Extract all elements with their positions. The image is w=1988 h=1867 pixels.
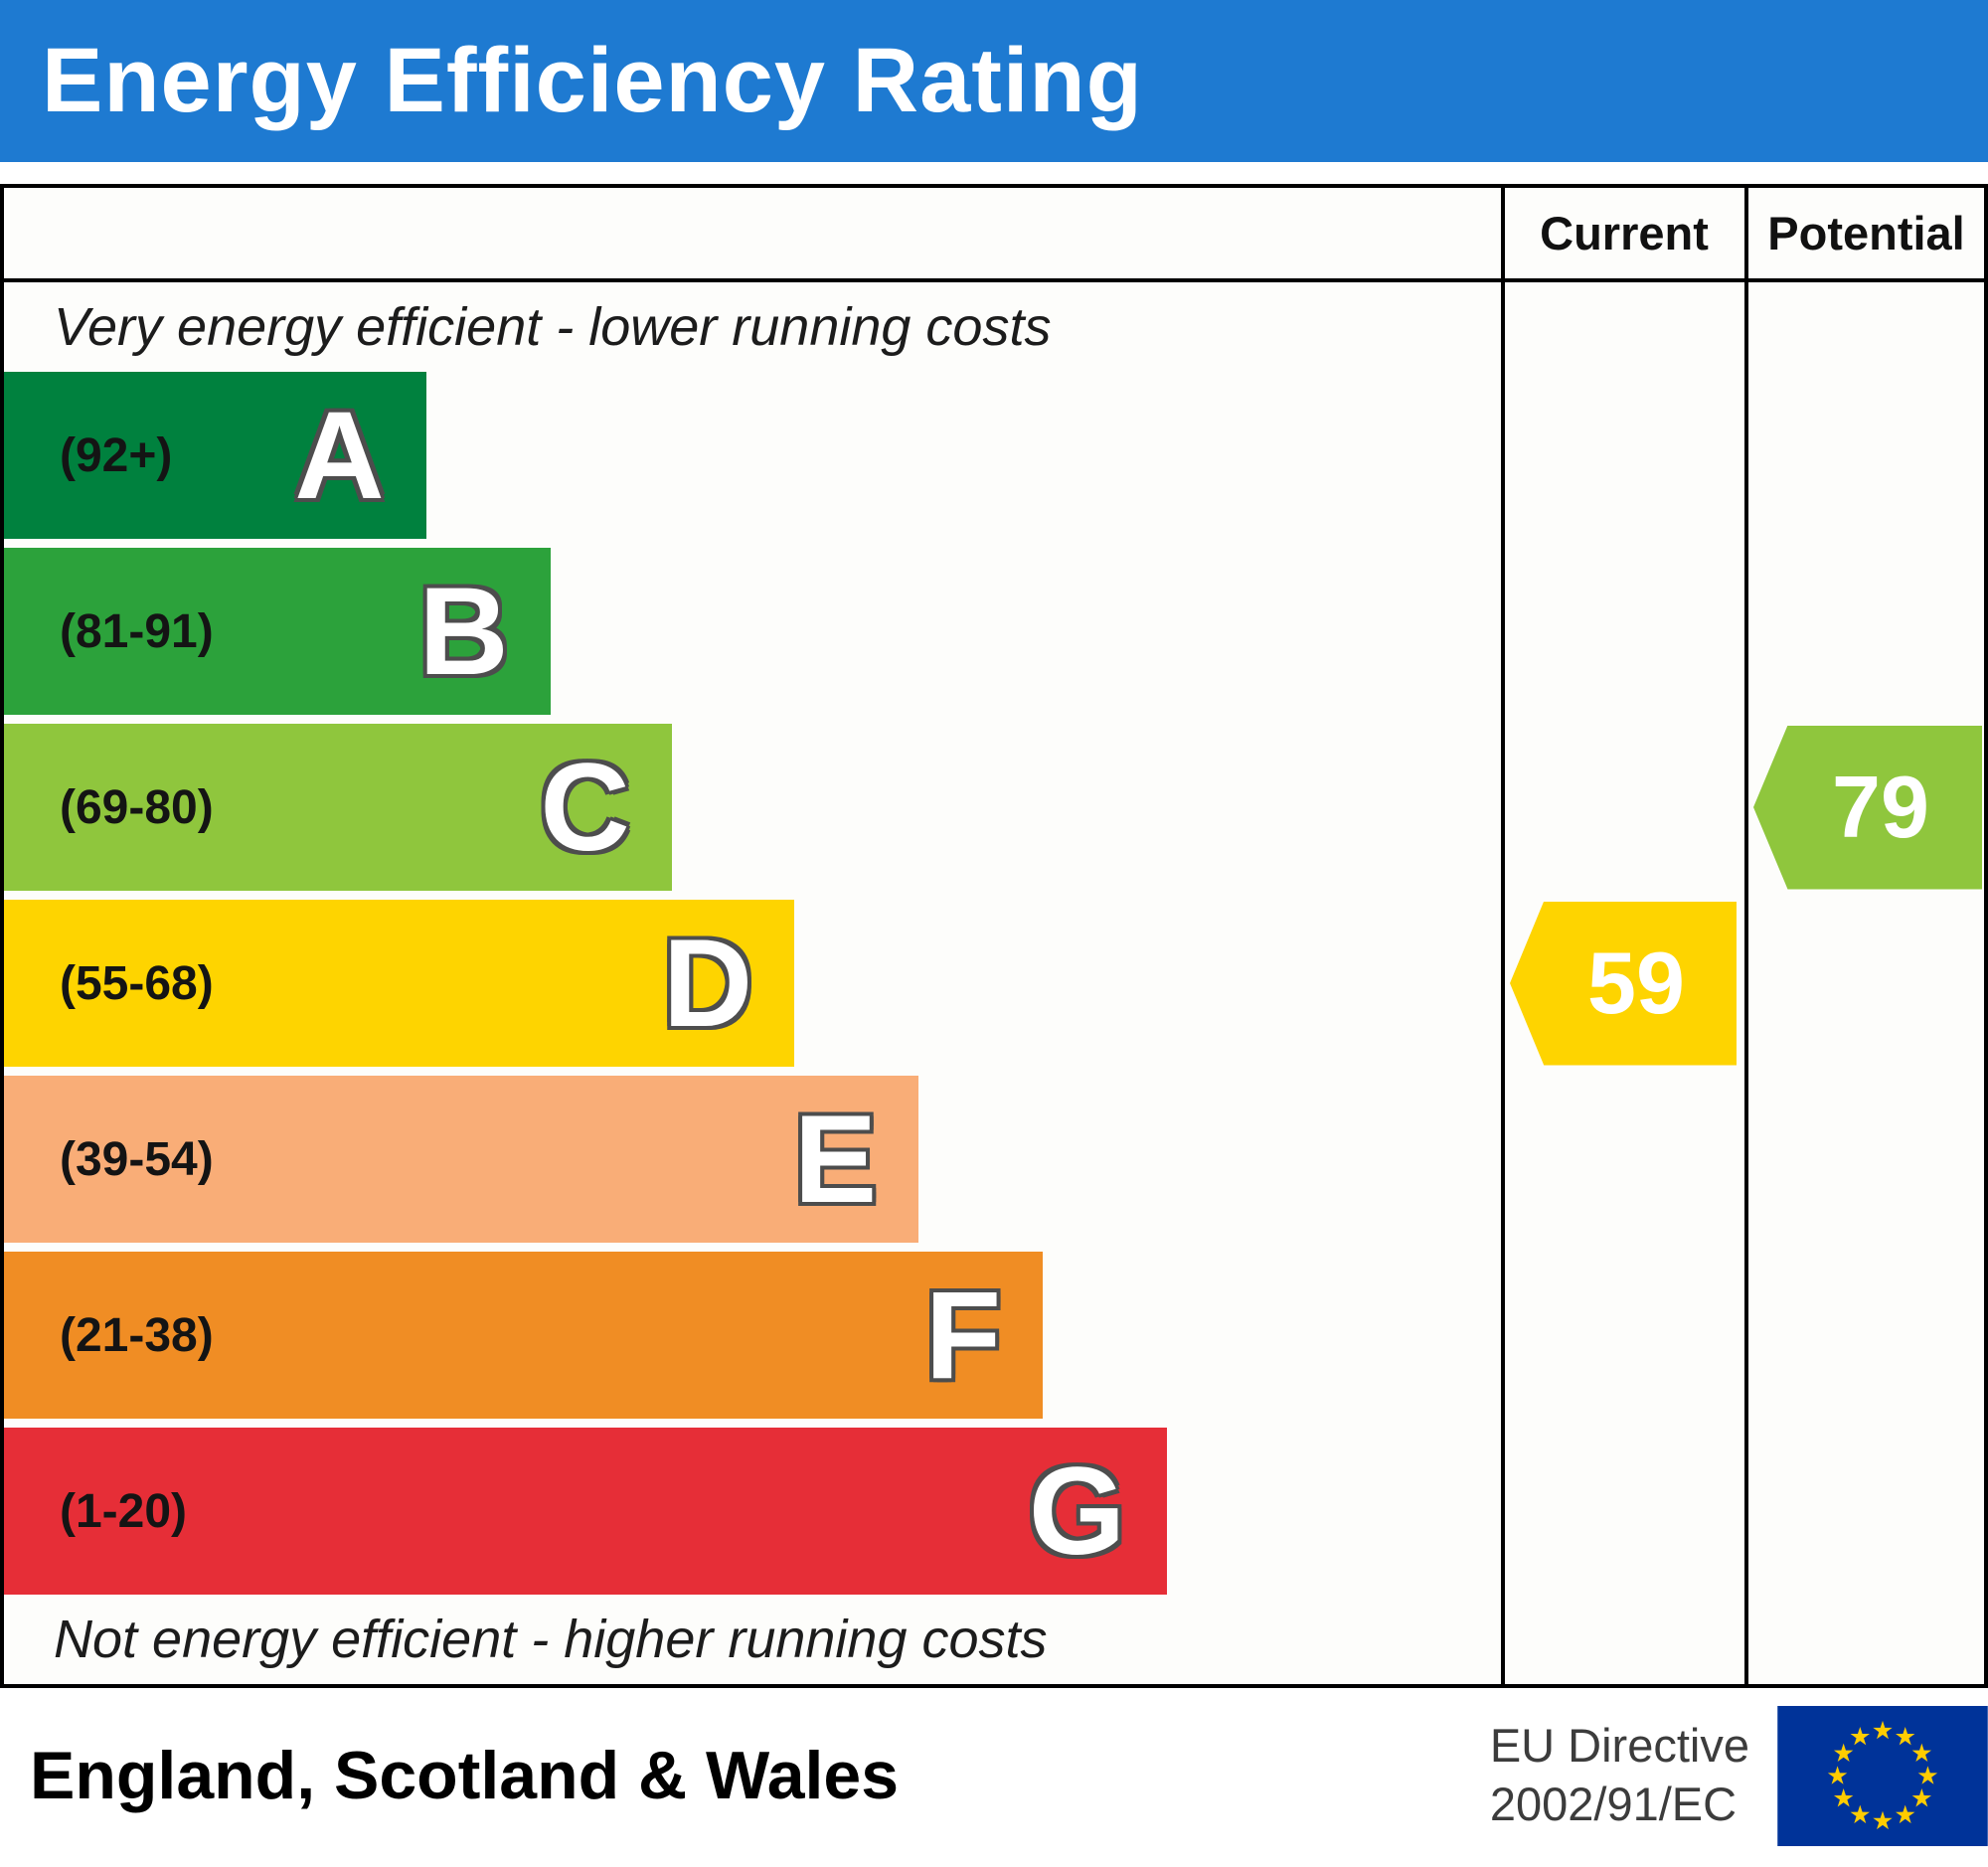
eu-flag-icon <box>1777 1705 1988 1846</box>
potential-column-header: Potential <box>1767 207 1965 259</box>
eu-directive-line2: 2002/91/EC <box>1489 1778 1738 1830</box>
band-range: (55-68) <box>60 956 214 1010</box>
caption-top: Very energy efficient - lower running co… <box>54 297 1052 357</box>
band-row-f: (21-38) F <box>4 1252 1501 1419</box>
eu-directive-line1: EU Directive <box>1489 1719 1749 1773</box>
band-bar-d: (55-68) D <box>4 900 795 1067</box>
band-letter: C <box>540 738 630 877</box>
band-range: (69-80) <box>60 780 214 834</box>
band-letter: F <box>924 1266 1002 1405</box>
band-range: (39-54) <box>60 1132 214 1186</box>
band-letter: D <box>662 914 753 1053</box>
footer-right: EU Directive 2002/91/EC <box>1490 1705 1988 1846</box>
caption-bottom: Not energy efficient - higher running co… <box>54 1610 1048 1669</box>
band-bar-e: (39-54) E <box>4 1076 919 1243</box>
band-row-c: (69-80) C <box>4 724 1501 891</box>
band-bar-g: (1-20) G <box>4 1428 1168 1595</box>
band-letter: E <box>793 1090 878 1229</box>
column-divider-current <box>1501 188 1505 1684</box>
band-range: (81-91) <box>60 604 214 658</box>
current-arrow: 59 <box>1510 901 1737 1066</box>
potential-arrow: 79 <box>1753 725 1982 890</box>
column-divider-potential <box>1744 188 1748 1684</box>
eu-directive-label: EU Directive 2002/91/EC <box>1490 1717 1749 1834</box>
band-bar-a: (92+) A <box>4 372 426 539</box>
page-title: Energy Efficiency Rating <box>42 30 1143 131</box>
band-row-g: (1-20) G <box>4 1428 1501 1595</box>
band-range: (92+) <box>60 428 173 482</box>
band-letter: B <box>418 562 509 701</box>
band-bar-b: (81-91) B <box>4 548 551 715</box>
footer: England, Scotland & Wales EU Directive 2… <box>0 1688 1988 1863</box>
bands: (92+) A (81-91) B (69-80) C (55-68) D (39-54) E (2… <box>4 372 1501 1595</box>
band-bar-f: (21-38) F <box>4 1252 1044 1419</box>
band-range: (21-38) <box>60 1308 214 1362</box>
title-bar: Energy Efficiency Rating <box>0 0 1988 162</box>
band-letter: A <box>294 386 385 525</box>
potential-value: 79 <box>1832 758 1929 856</box>
chart-header-row: Current Potential <box>4 188 1984 282</box>
band-row-b: (81-91) B <box>4 548 1501 715</box>
band-row-e: (39-54) E <box>4 1076 1501 1243</box>
current-column-header: Current <box>1540 207 1709 259</box>
current-value: 59 <box>1587 934 1685 1032</box>
band-bar-c: (69-80) C <box>4 724 672 891</box>
band-letter: G <box>1028 1442 1126 1581</box>
band-row-a: (92+) A <box>4 372 1501 539</box>
chart-body: Very energy efficient - lower running co… <box>4 282 1984 1684</box>
epc-chart: Current Potential Very energy efficient … <box>0 184 1988 1688</box>
region-label: England, Scotland & Wales <box>30 1738 900 1813</box>
band-row-d: (55-68) D <box>4 900 1501 1067</box>
band-range: (1-20) <box>60 1484 188 1538</box>
